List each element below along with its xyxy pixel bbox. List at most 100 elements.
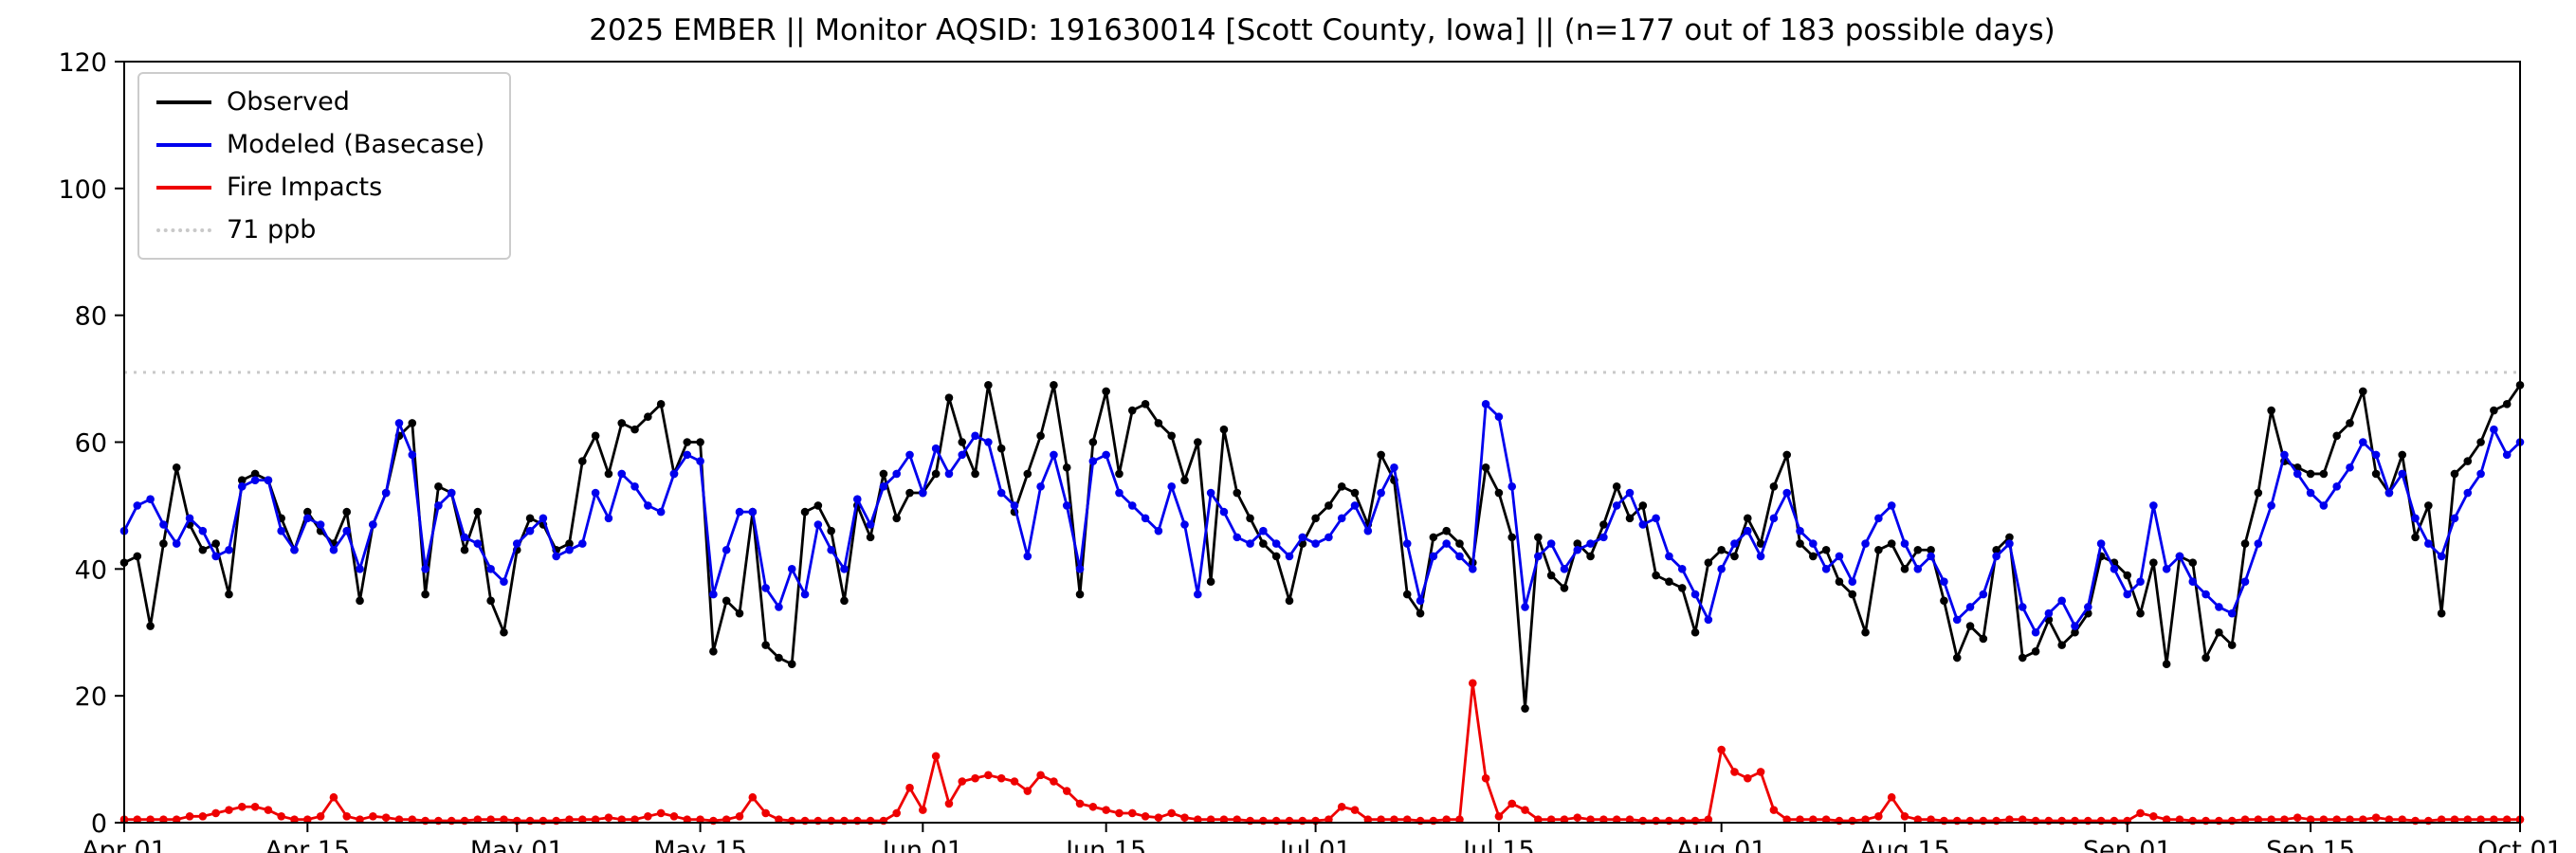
modeled-basecase-marker — [525, 526, 535, 535]
observed-marker — [1325, 501, 1333, 510]
modeled-basecase-marker — [2490, 425, 2498, 434]
modeled-basecase-marker — [578, 539, 587, 548]
fire-impacts-marker — [2136, 808, 2145, 818]
modeled-basecase-marker — [1900, 539, 1909, 548]
y-tick-label: 100 — [58, 175, 107, 205]
observed-marker — [460, 545, 469, 554]
observed-marker — [644, 412, 652, 422]
modeled-basecase-marker — [2319, 501, 2329, 510]
modeled-basecase-marker — [1809, 539, 1818, 548]
observed-marker — [1075, 590, 1085, 599]
fire-impacts-marker — [2175, 815, 2184, 824]
fire-impacts-marker — [1062, 787, 1071, 795]
modeled-basecase-marker — [1560, 565, 1569, 573]
modeled-basecase-marker — [1167, 482, 1176, 491]
fire-impacts-marker — [1154, 813, 1163, 822]
fire-impacts-marker — [356, 815, 364, 824]
fire-impacts-marker — [1036, 771, 1045, 780]
fire-impacts-marker — [1612, 815, 1621, 824]
modeled-basecase-marker — [1796, 526, 1804, 535]
modeled-basecase-marker — [1325, 533, 1333, 542]
modeled-basecase-marker — [630, 482, 639, 491]
fire-impacts-marker — [1979, 816, 1988, 826]
fire-impacts-marker — [1494, 812, 1504, 821]
modeled-basecase-marker — [2293, 469, 2302, 479]
fire-impacts-marker — [1730, 768, 1739, 776]
fire-impacts-marker — [1233, 815, 1242, 824]
fire-impacts-marker — [1180, 813, 1189, 822]
observed-marker — [971, 469, 979, 479]
modeled-basecase-marker — [1206, 488, 1215, 498]
observed-marker — [1756, 539, 1765, 548]
fire-impacts-marker — [565, 815, 574, 824]
observed-marker — [617, 419, 627, 427]
observed-marker — [1546, 571, 1556, 580]
x-tick-label: Aug 15 — [1859, 836, 1950, 853]
modeled-basecase-marker — [1821, 565, 1831, 573]
observed-marker — [1154, 419, 1163, 427]
modeled-basecase-marker — [1350, 501, 1360, 510]
modeled-basecase-marker — [2057, 596, 2066, 606]
modeled-basecase-marker — [303, 514, 312, 523]
observed-marker — [1677, 584, 1687, 592]
observed-marker — [1271, 552, 1281, 561]
observed-marker — [1743, 514, 1752, 523]
observed-marker — [2123, 571, 2132, 580]
observed-marker — [1821, 545, 1831, 554]
fire-impacts-marker — [604, 813, 613, 822]
modeled-basecase-marker — [2463, 488, 2473, 498]
modeled-basecase-marker — [277, 526, 286, 535]
modeled-basecase-marker — [1088, 457, 1098, 465]
fire-impacts-marker — [1010, 777, 1019, 786]
fire-impacts-marker — [1809, 815, 1818, 824]
modeled-basecase-marker — [1534, 552, 1543, 561]
fire-impacts-marker — [1325, 815, 1333, 824]
fire-impacts-marker — [342, 812, 352, 821]
observed-marker — [866, 533, 875, 542]
fire-impacts-marker — [2371, 813, 2381, 822]
observed-marker — [944, 393, 954, 402]
modeled-basecase-marker — [1311, 539, 1320, 548]
legend-entry-fire-impacts: Fire Impacts — [156, 172, 484, 202]
observed-marker — [2267, 406, 2275, 415]
fire-impacts-marker — [748, 792, 758, 802]
modeled-basecase-marker — [944, 469, 954, 479]
observed-marker — [1861, 627, 1870, 637]
fire-impacts-marker — [1298, 816, 1307, 826]
modeled-basecase-marker — [1233, 533, 1242, 542]
fire-impacts-marker — [2384, 815, 2394, 824]
modeled-basecase-marker — [1416, 596, 1425, 606]
modeled-basecase-marker — [1050, 450, 1058, 460]
modeled-basecase-marker — [447, 488, 456, 498]
observed-marker — [2424, 501, 2433, 510]
modeled-basecase-marker — [1730, 539, 1739, 548]
observed-marker — [1416, 608, 1425, 618]
fire-impacts-marker — [787, 816, 796, 826]
observed-marker — [1573, 539, 1582, 548]
modeled-basecase-line — [122, 402, 2521, 634]
fire-impacts-line-sample — [156, 185, 211, 190]
modeled-basecase-marker — [2175, 552, 2184, 561]
modeled-basecase-marker — [1940, 577, 1948, 587]
observed-marker — [133, 552, 142, 561]
modeled-basecase-marker — [827, 545, 835, 554]
modeled-basecase-marker — [996, 488, 1006, 498]
observed-marker — [1586, 552, 1595, 561]
observed-marker — [892, 514, 902, 523]
y-tick-label: 20 — [75, 682, 107, 712]
observed-marker — [2332, 431, 2341, 441]
fire-impacts-marker — [2188, 816, 2198, 826]
modeled-basecase-marker — [591, 488, 600, 498]
modeled-basecase-marker — [1717, 565, 1726, 573]
fire-impacts-marker — [656, 808, 666, 818]
modeled-basecase-marker — [500, 577, 508, 587]
fire-impacts-marker — [473, 815, 483, 824]
modeled-basecase-marker — [2149, 501, 2158, 510]
fire-impacts-marker — [1874, 812, 1883, 821]
fire-impacts-marker — [1835, 816, 1844, 826]
observed-marker — [356, 596, 364, 606]
observed-marker — [1127, 406, 1137, 415]
modeled-basecase-marker — [2227, 608, 2237, 618]
